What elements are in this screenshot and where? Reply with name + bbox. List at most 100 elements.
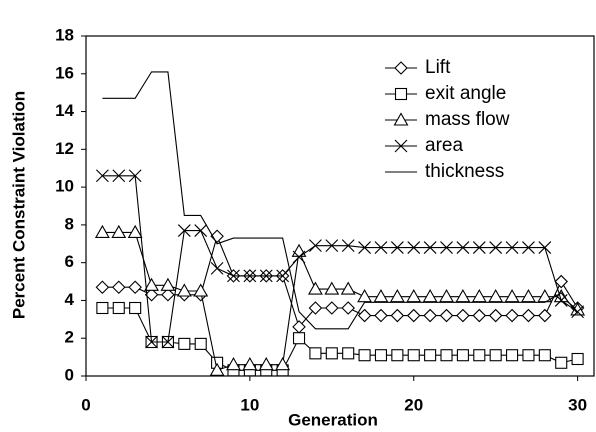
marker-x bbox=[407, 241, 421, 254]
series-line bbox=[102, 175, 578, 343]
y-tick-label: 16 bbox=[55, 63, 74, 82]
legend-label: Lift bbox=[425, 57, 451, 78]
marker-triangle bbox=[275, 357, 291, 371]
y-tick-label: 14 bbox=[55, 101, 74, 120]
marker-x bbox=[472, 241, 486, 254]
marker-x bbox=[341, 239, 355, 253]
marker-diamond bbox=[554, 274, 569, 289]
marker-square bbox=[506, 349, 519, 362]
marker-x bbox=[358, 241, 371, 254]
marker-triangle bbox=[127, 224, 143, 238]
legend: Lift exit angle mass flow area thickness bbox=[385, 57, 510, 182]
marker-diamond bbox=[357, 308, 372, 323]
marker-diamond bbox=[341, 301, 355, 315]
marker-x bbox=[161, 335, 175, 349]
marker-x bbox=[292, 250, 306, 264]
x-axis-label: Generation bbox=[288, 410, 378, 429]
marker-square bbox=[309, 347, 322, 360]
marker-triangle bbox=[340, 281, 356, 295]
marker-x bbox=[227, 269, 240, 283]
marker-triangle bbox=[176, 283, 192, 297]
marker-x bbox=[505, 241, 519, 254]
marker-square bbox=[473, 349, 486, 362]
marker-x bbox=[243, 269, 257, 283]
marker-triangle bbox=[488, 289, 504, 303]
marker-triangle bbox=[406, 289, 422, 303]
marker-triangle bbox=[504, 289, 520, 303]
marker-triangle bbox=[357, 289, 373, 303]
marker-triangle bbox=[553, 289, 569, 303]
marker-triangle bbox=[537, 289, 553, 303]
marker-triangle bbox=[160, 277, 176, 291]
marker-x bbox=[112, 169, 126, 183]
y-tick-label: 2 bbox=[65, 328, 74, 347]
marker-triangle bbox=[111, 224, 127, 238]
marker-x bbox=[194, 224, 208, 237]
marker-triangle bbox=[94, 224, 110, 238]
legend-label: exit angle bbox=[425, 83, 506, 104]
marker-x bbox=[325, 239, 339, 253]
marker-diamond bbox=[538, 308, 552, 323]
marker-square bbox=[424, 349, 437, 362]
marker-diamond bbox=[390, 308, 405, 323]
y-tick-label: 0 bbox=[65, 365, 74, 384]
marker-diamond bbox=[505, 308, 519, 323]
marker-triangle bbox=[393, 112, 409, 126]
marker-x bbox=[522, 241, 535, 254]
marker-diamond bbox=[472, 308, 487, 323]
marker-triangle bbox=[439, 289, 454, 303]
marker-square bbox=[96, 301, 109, 315]
marker-diamond bbox=[456, 308, 470, 323]
marker-diamond bbox=[325, 301, 339, 315]
marker-x bbox=[554, 294, 568, 307]
marker-triangle bbox=[144, 277, 159, 291]
marker-triangle bbox=[291, 243, 307, 257]
x-tick-label: 30 bbox=[568, 395, 587, 414]
marker-x bbox=[374, 241, 388, 254]
marker-square bbox=[555, 356, 568, 369]
marker-triangle bbox=[307, 281, 323, 295]
marker-square bbox=[489, 349, 502, 362]
marker-diamond bbox=[521, 308, 536, 323]
marker-x bbox=[128, 169, 142, 183]
marker-triangle bbox=[422, 289, 438, 303]
marker-diamond bbox=[128, 280, 142, 295]
y-tick-label: 10 bbox=[55, 177, 74, 196]
marker-triangle bbox=[521, 289, 536, 303]
marker-diamond bbox=[111, 280, 126, 295]
marker-diamond bbox=[394, 61, 408, 75]
marker-square bbox=[456, 349, 469, 362]
y-tick-label: 6 bbox=[65, 252, 74, 271]
marker-diamond bbox=[488, 308, 503, 323]
marker-square bbox=[129, 301, 142, 315]
marker-x bbox=[177, 224, 191, 237]
marker-square bbox=[194, 337, 207, 350]
marker-diamond bbox=[374, 308, 388, 323]
marker-triangle bbox=[324, 281, 340, 295]
marker-x bbox=[276, 269, 290, 283]
y-tick-label: 4 bbox=[65, 290, 75, 309]
marker-square bbox=[325, 347, 338, 360]
marker-x bbox=[309, 239, 322, 253]
y-axis-label: Percent Constraint Violation bbox=[9, 91, 28, 319]
marker-diamond bbox=[439, 308, 454, 323]
marker-triangle bbox=[471, 289, 487, 303]
marker-square bbox=[407, 349, 420, 362]
x-tick-label: 20 bbox=[404, 395, 423, 414]
marker-square bbox=[358, 349, 371, 362]
marker-diamond bbox=[144, 287, 159, 302]
marker-triangle bbox=[226, 357, 241, 371]
legend-label: thickness bbox=[425, 161, 504, 182]
marker-square bbox=[391, 349, 404, 362]
legend-label: mass flow bbox=[425, 109, 510, 130]
marker-diamond bbox=[95, 280, 110, 295]
marker-square bbox=[112, 301, 125, 315]
marker-square bbox=[571, 352, 584, 366]
series-line bbox=[102, 234, 579, 328]
marker-x bbox=[489, 241, 503, 254]
marker-square bbox=[178, 337, 191, 350]
y-tick-label: 18 bbox=[55, 25, 74, 44]
marker-square bbox=[394, 87, 408, 101]
marker-diamond bbox=[161, 287, 175, 302]
